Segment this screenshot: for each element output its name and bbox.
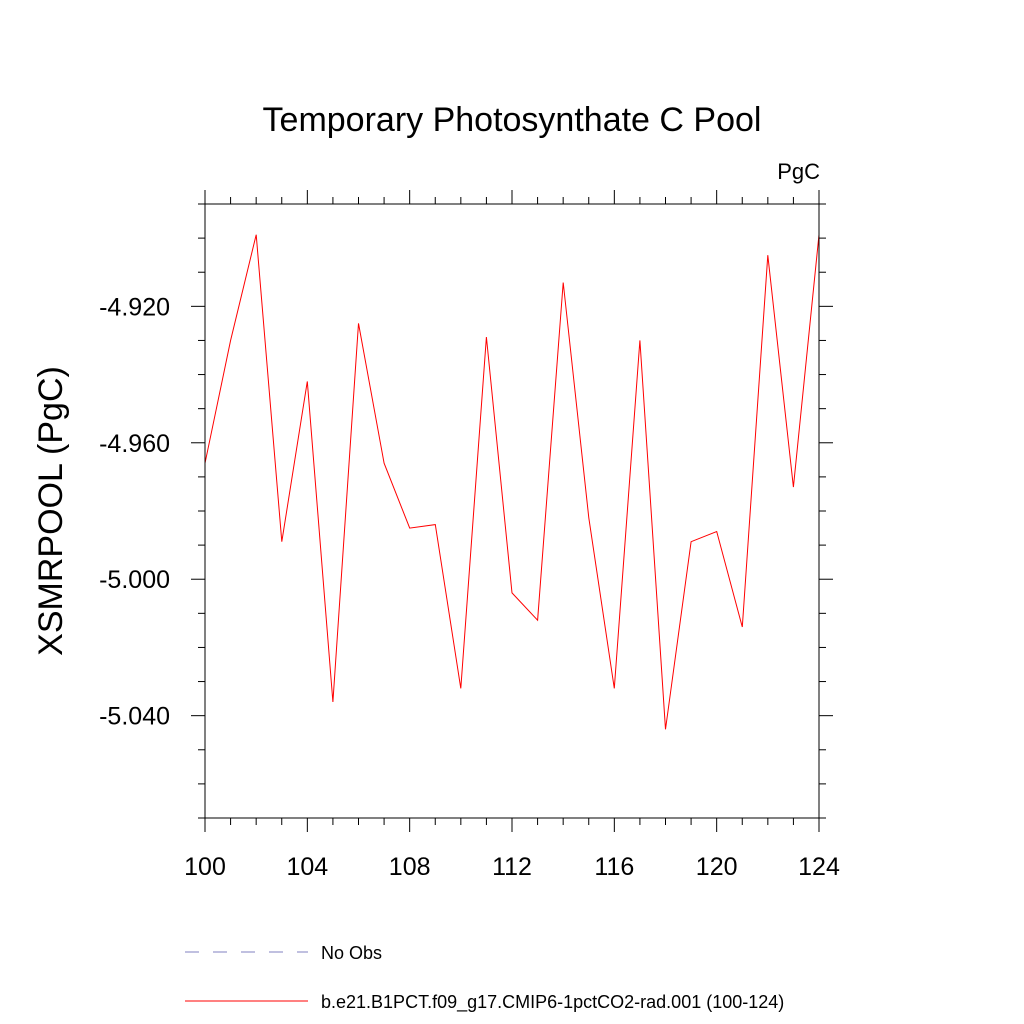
plot-series	[204, 234, 820, 730]
x-tick-label: 120	[696, 853, 738, 881]
y-tick-label: -5.000	[99, 566, 170, 594]
series-line	[204, 234, 820, 730]
legend-label-no-obs: No Obs	[321, 943, 382, 963]
units-label: PgC	[777, 159, 820, 184]
legend-label-model: b.e21.B1PCT.f09_g17.CMIP6-1pctCO2-rad.00…	[321, 992, 784, 1013]
y-tick-label: -5.040	[99, 703, 170, 731]
y-tick-label: -4.960	[99, 430, 170, 458]
x-tick-label: 100	[184, 853, 226, 881]
y-tick-labels: -4.920 -4.960 -5.000 -5.040	[99, 293, 170, 730]
x-tick-labels: 100 104 108 112 116 120 124	[184, 853, 840, 881]
x-tick-label: 112	[492, 853, 532, 881]
x-tick-label: 116	[594, 853, 634, 881]
axis-ticks	[191, 190, 833, 832]
y-tick-label: -4.920	[99, 293, 170, 321]
y-axis-label: XSMRPOOL (PgC)	[32, 366, 70, 656]
plot-frame	[204, 203, 820, 819]
chart-title: Temporary Photosynthate C Pool	[263, 101, 762, 139]
x-tick-label: 124	[798, 853, 840, 881]
x-tick-label: 104	[286, 853, 328, 881]
x-tick-label: 108	[389, 853, 431, 881]
legend: No Obs b.e21.B1PCT.f09_g17.CMIP6-1pctCO2…	[185, 943, 784, 1013]
